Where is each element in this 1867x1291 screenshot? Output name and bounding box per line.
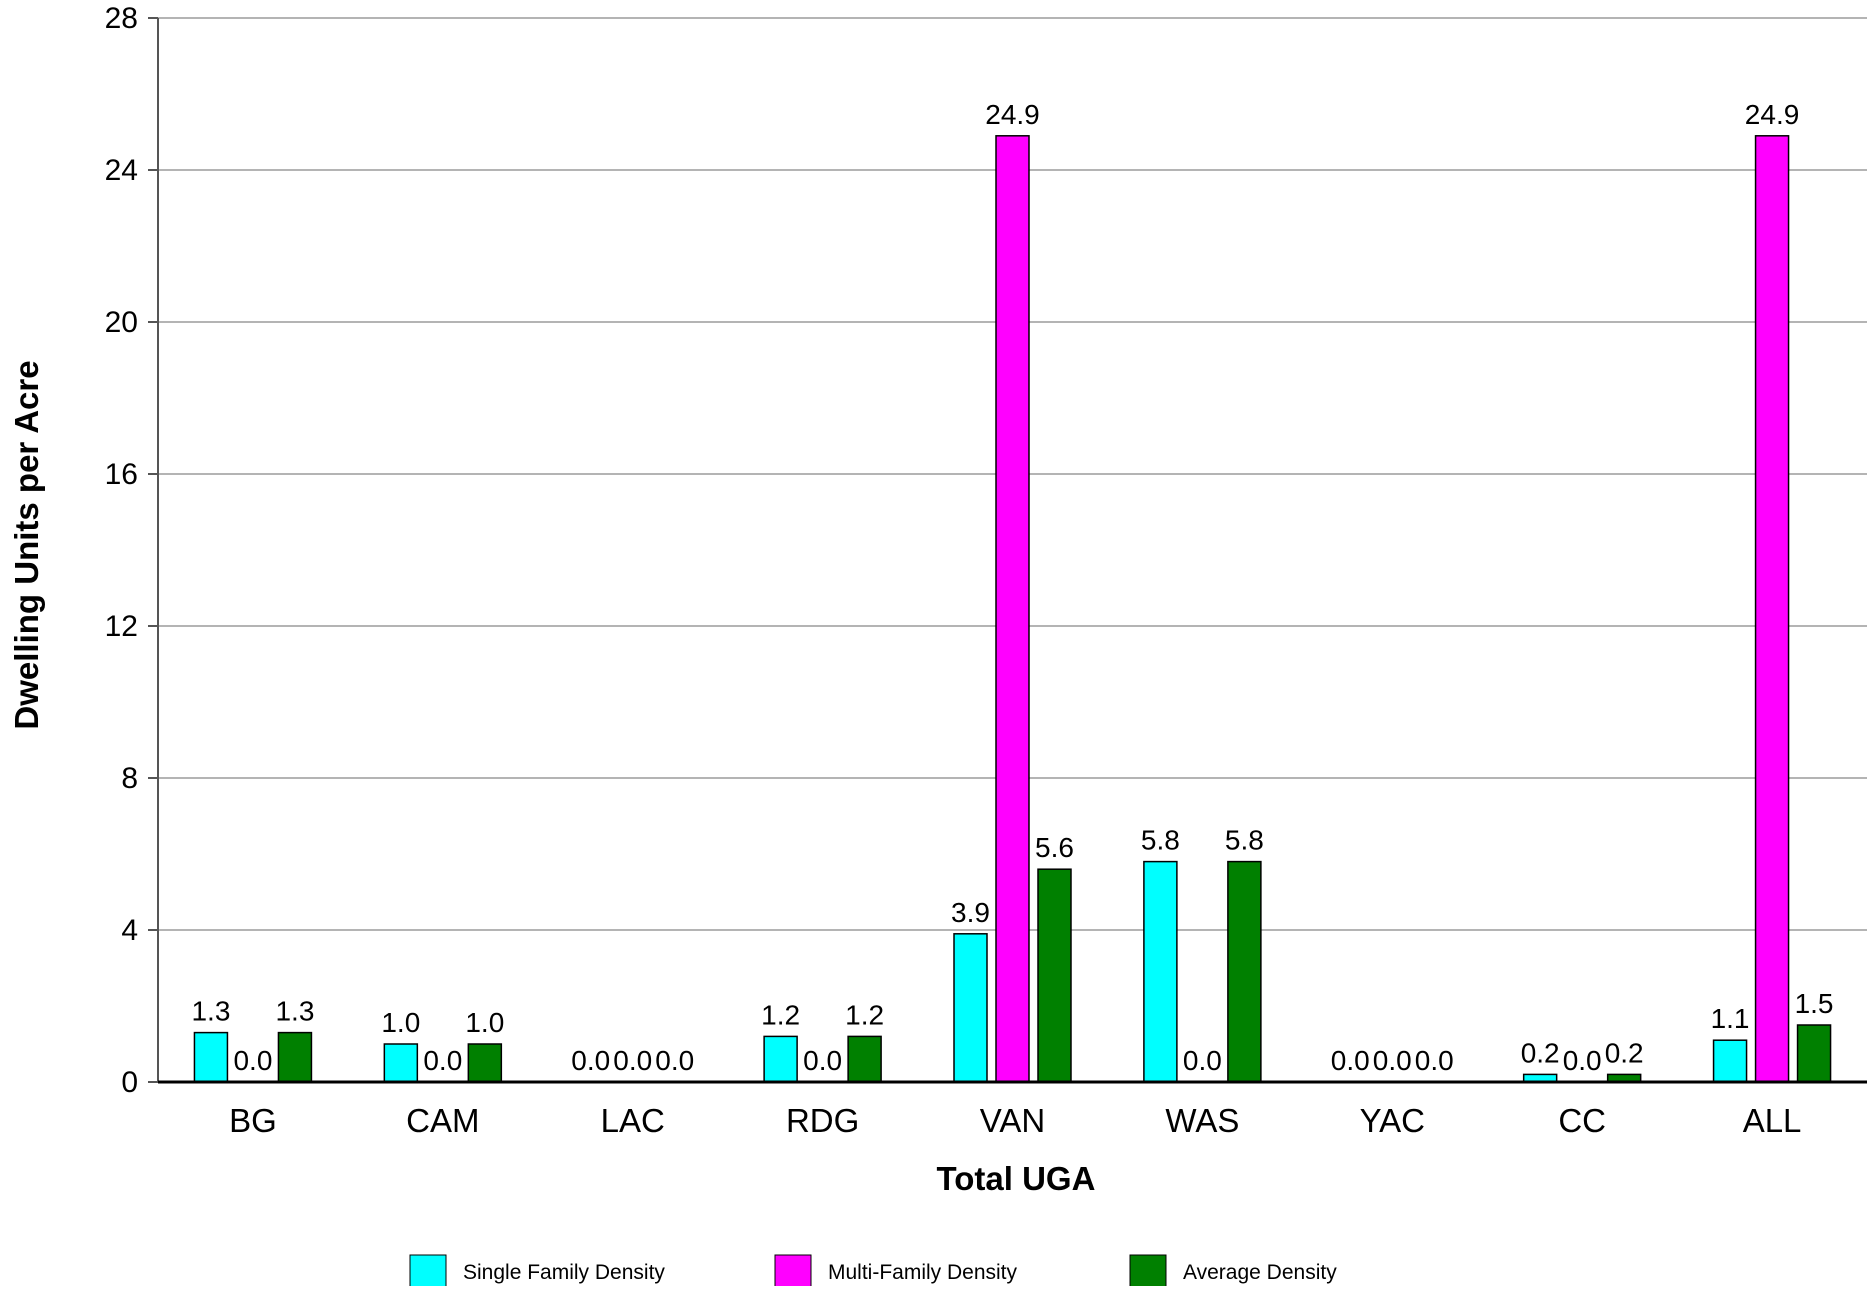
data-label: 24.9 xyxy=(1745,99,1800,130)
x-tick-label: CC xyxy=(1558,1102,1606,1139)
bar-bg-series-1 xyxy=(193,1031,229,1083)
data-label: 5.6 xyxy=(1035,832,1074,863)
x-tick-label: ALL xyxy=(1743,1102,1802,1139)
bar-all-series-2 xyxy=(1754,135,1790,1083)
bar-was-series-3 xyxy=(1227,860,1262,1083)
bar-rdg-series-3 xyxy=(847,1035,882,1083)
y-tick-label: 16 xyxy=(105,458,138,491)
data-label: 0.0 xyxy=(233,1045,272,1076)
y-tick-label: 8 xyxy=(121,762,138,795)
data-labels: 1.30.01.3 1.00.01.00.0 0.0 0.01.20.01.23.92… xyxy=(191,99,1833,1076)
data-label: 0.0 xyxy=(1373,1045,1412,1076)
legend-label: Multi-Family Density xyxy=(828,1261,1018,1284)
bar-all-series-1 xyxy=(1712,1039,1748,1083)
bar-van-series-1 xyxy=(953,933,988,1083)
data-label: 1.2 xyxy=(761,999,800,1030)
y-tick-label: 0 xyxy=(121,1066,138,1099)
data-label: 1.0 xyxy=(465,1007,504,1038)
data-label: 1.3 xyxy=(191,996,230,1027)
x-tick-label: VAN xyxy=(980,1102,1045,1139)
x-tick-label: LAC xyxy=(601,1102,665,1139)
legend-swatch xyxy=(409,1254,447,1290)
x-tick-label: BG xyxy=(229,1102,277,1139)
bar-rdg-series-1 xyxy=(763,1035,798,1083)
data-label: 0.0 xyxy=(803,1045,842,1076)
data-label: 0.0 xyxy=(1415,1045,1454,1076)
x-tick-label: RDG xyxy=(786,1102,859,1139)
bar-van-series-2 xyxy=(995,135,1030,1083)
data-label: 0.0 xyxy=(1563,1045,1602,1076)
legend-label: Single Family Density xyxy=(463,1261,665,1284)
data-label: 0.0 xyxy=(613,1045,652,1076)
data-label: 1.0 xyxy=(381,1007,420,1038)
legend-swatch xyxy=(1129,1254,1167,1290)
data-label: 5.8 xyxy=(1141,825,1180,856)
data-label: 1.2 xyxy=(845,999,884,1030)
x-tick-label: WAS xyxy=(1165,1102,1239,1139)
data-label: 0.0 xyxy=(1183,1045,1222,1076)
y-tick-label: 12 xyxy=(105,610,138,643)
bar-all-series-3 xyxy=(1796,1024,1832,1083)
data-label: 0.0 xyxy=(423,1045,462,1076)
legend: Single Family Density Multi-Family Densit… xyxy=(409,1254,1337,1290)
data-label: 5.8 xyxy=(1225,825,1264,856)
y-tick-label: 24 xyxy=(105,154,138,187)
data-label: 3.9 xyxy=(951,897,990,928)
data-label: 0.0 xyxy=(655,1045,694,1076)
y-axis-title: Dwelling Units per Acre xyxy=(8,360,45,729)
legend-label: Average Density xyxy=(1183,1261,1337,1284)
data-label: 0.0 xyxy=(571,1045,610,1076)
data-label: 0.2 xyxy=(1521,1037,1560,1068)
data-label: 1.1 xyxy=(1711,1003,1750,1034)
x-tick-label: CAM xyxy=(406,1102,479,1139)
data-label: 1.5 xyxy=(1795,988,1834,1019)
bars xyxy=(193,135,1832,1083)
bar-bg-series-3 xyxy=(277,1031,313,1083)
bar-cam-series-3 xyxy=(467,1043,503,1083)
data-label: 1.3 xyxy=(275,996,314,1027)
y-tick-label: 20 xyxy=(105,306,138,339)
x-axis-title: Total UGA xyxy=(937,1160,1096,1197)
legend-swatch xyxy=(774,1254,812,1290)
bar-cam-series-1 xyxy=(383,1043,419,1083)
y-tick-label: 4 xyxy=(121,914,138,947)
data-label: 24.9 xyxy=(985,99,1040,130)
data-label: 0.2 xyxy=(1605,1037,1644,1068)
axes: 0 4 8 12 16 20 24 28 BG CAM LAC RDG VAN WAS YAC CC ALL xyxy=(105,2,1867,1139)
bar-was-series-1 xyxy=(1143,860,1178,1083)
y-tick-label: 28 xyxy=(105,2,138,35)
bar-van-series-3 xyxy=(1037,868,1072,1083)
data-label: 0.0 xyxy=(1331,1045,1370,1076)
x-tick-label: YAC xyxy=(1360,1102,1425,1139)
